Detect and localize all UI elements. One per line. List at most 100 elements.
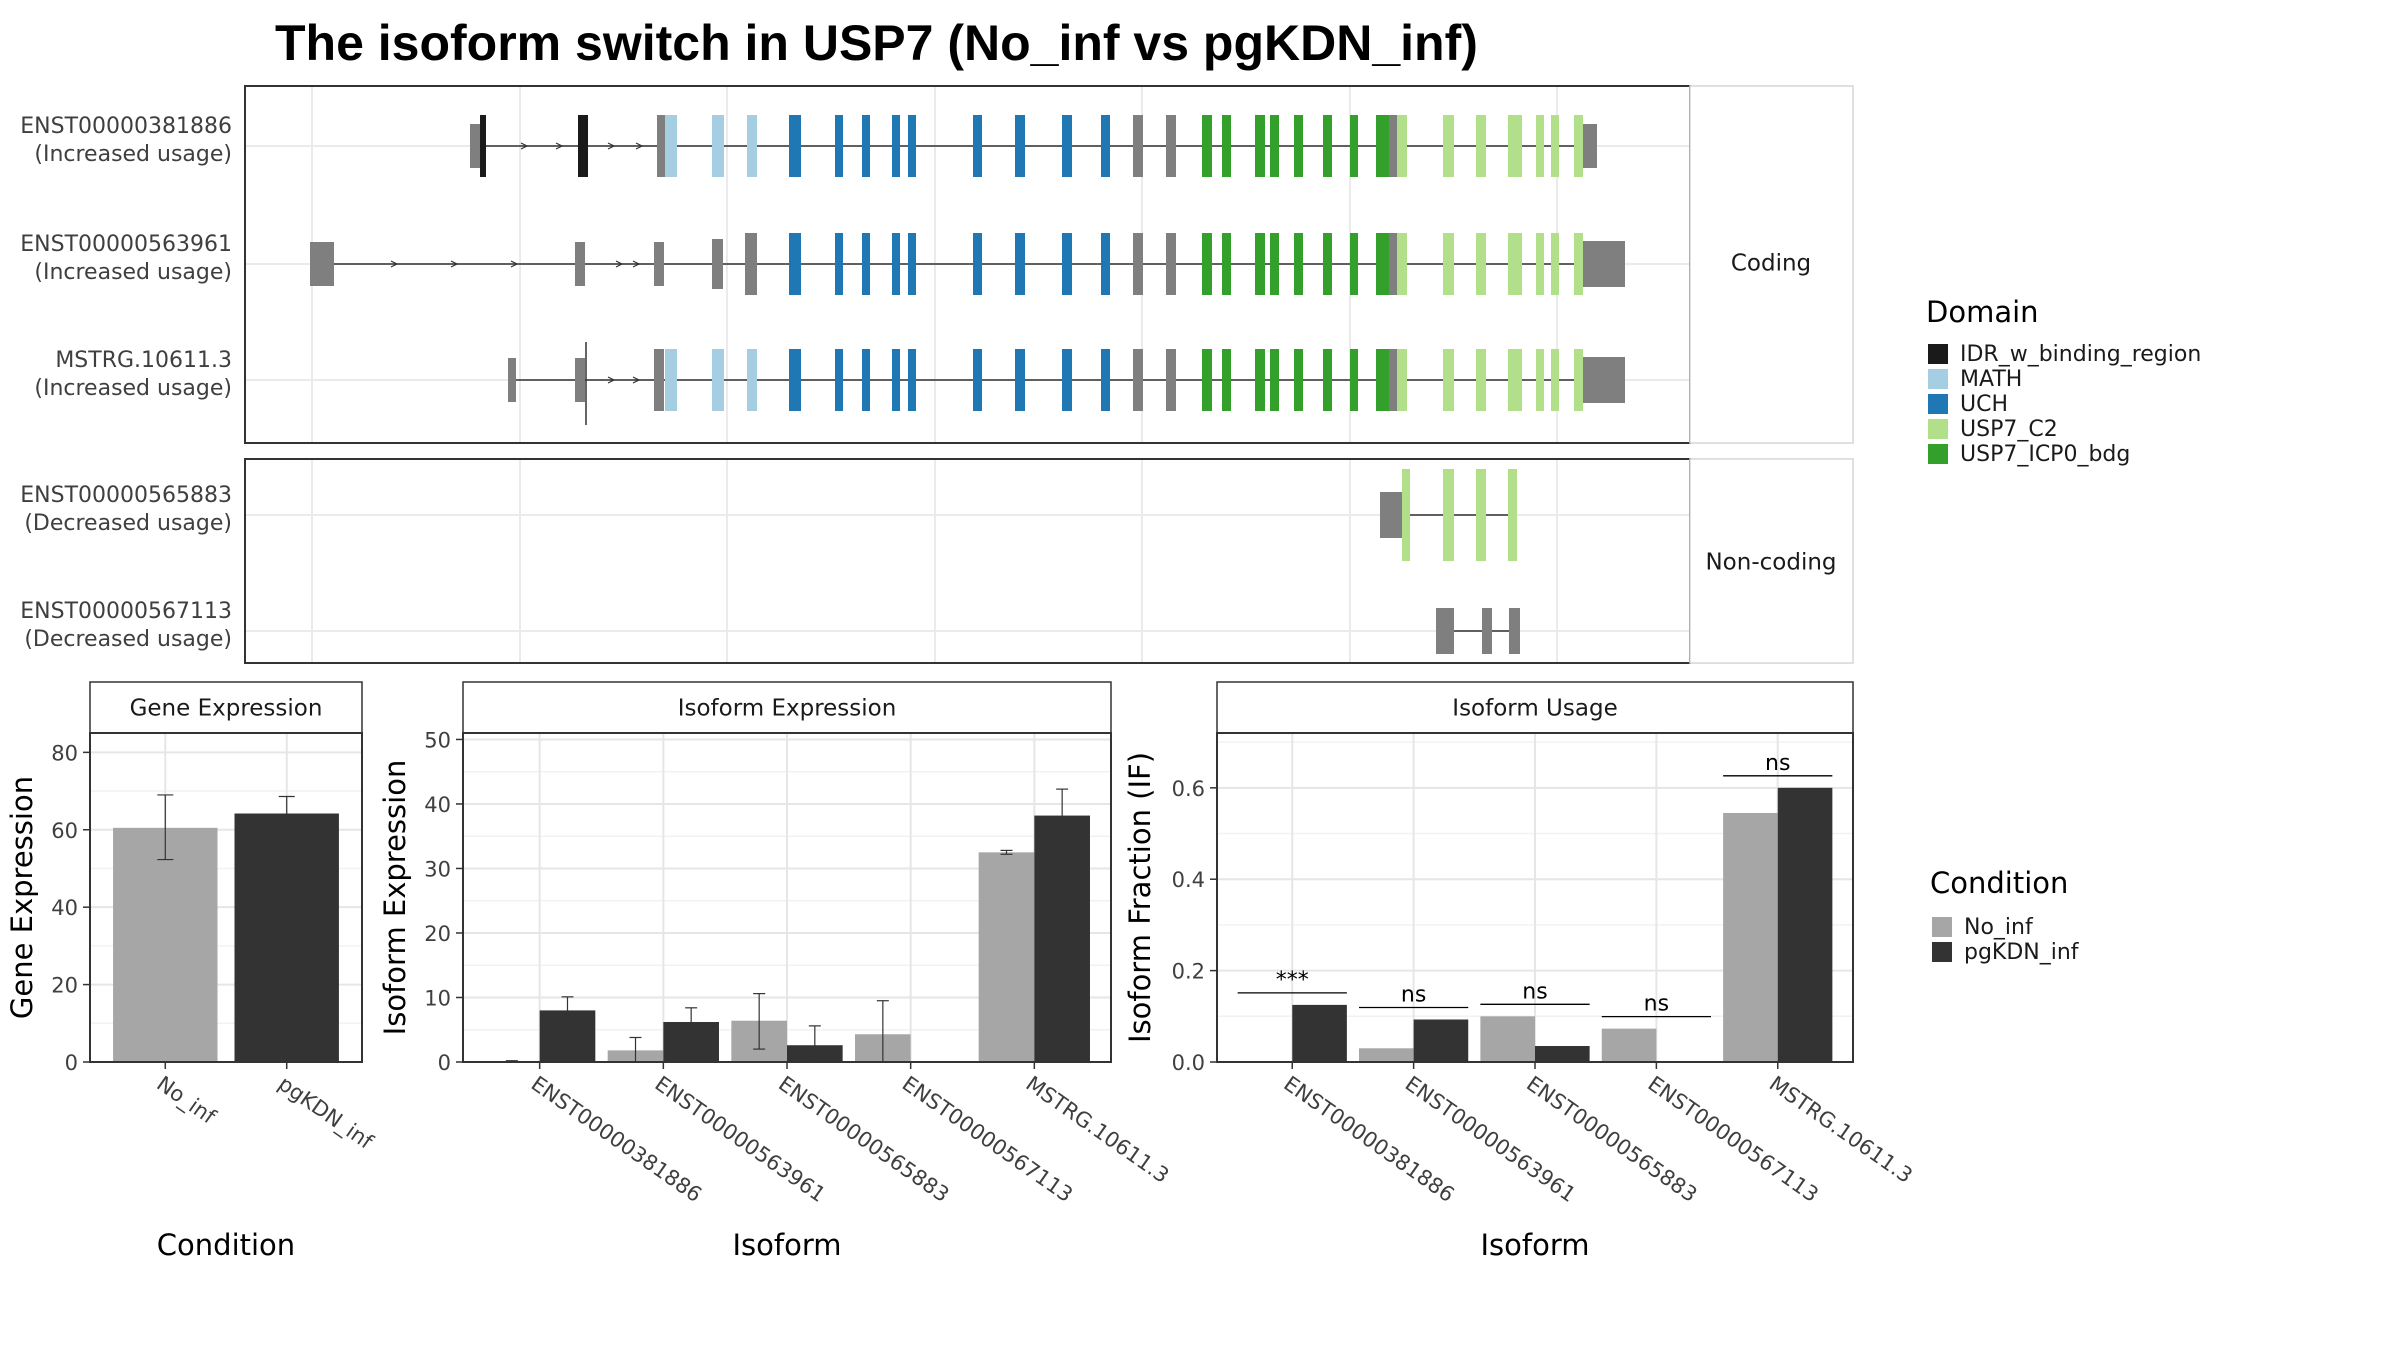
facet-label: Coding — [1731, 251, 1811, 277]
y-tick-label: 40 — [424, 793, 451, 817]
exon-block — [747, 115, 757, 177]
exon-block — [470, 124, 482, 168]
legend-label: No_inf — [1964, 915, 2034, 940]
exon-block — [1202, 233, 1212, 295]
facet-strip — [1689, 458, 1854, 664]
exon-block — [1551, 233, 1559, 295]
y-axis-label: Isoform Fraction (IF) — [1123, 752, 1157, 1043]
exon-block — [1476, 233, 1486, 295]
exon-block — [1509, 608, 1520, 654]
isoform-id-label: ENST00000563961 — [20, 232, 232, 257]
exon-block — [578, 115, 588, 177]
isoform-usage-label: (Decreased usage) — [24, 627, 232, 652]
y-tick-label: 0 — [65, 1051, 78, 1075]
exon-block — [1574, 233, 1583, 295]
exon-block — [1323, 233, 1332, 295]
y-tick-label: 20 — [424, 922, 451, 946]
exon-block — [575, 358, 585, 402]
isoform-row: ENST00000567113 (Decreased usage) — [20, 599, 1520, 654]
chart-title: Isoform Expression — [678, 696, 897, 722]
exon-block — [1508, 233, 1522, 295]
y-tick-label: 80 — [51, 741, 78, 765]
exon-block — [1166, 349, 1176, 411]
exon-block — [508, 358, 516, 402]
exon-block — [1350, 349, 1358, 411]
exon-block — [892, 349, 900, 411]
isoform-row: MSTRG.10611.3 (Increased usage) — [34, 342, 1625, 425]
chart-strip — [89, 681, 363, 734]
legend-label: MATH — [1960, 367, 2022, 392]
condition-legend-title: Condition — [1930, 866, 2068, 900]
exon-block — [1436, 608, 1454, 654]
significance-label: ns — [1765, 751, 1790, 776]
exon-block — [908, 115, 916, 177]
isoform-usage-label: (Decreased usage) — [24, 511, 232, 536]
isoform-id-label: ENST00000565883 — [20, 483, 232, 508]
exon-block — [1443, 469, 1454, 561]
domain-legend-title: Domain — [1926, 295, 2039, 329]
exon-block — [1133, 349, 1143, 411]
direction-arrow — [615, 260, 624, 268]
exon-block — [1270, 233, 1279, 295]
y-tick-label: 40 — [51, 896, 78, 920]
exon-block — [745, 233, 757, 295]
exon-block — [1389, 349, 1397, 411]
bar — [1359, 1048, 1414, 1062]
exon-block — [657, 115, 665, 177]
exon-block — [1397, 115, 1407, 177]
figure-title: The isoform switch in USP7 (No_inf vs pg… — [275, 15, 1478, 71]
exon-block — [665, 349, 677, 411]
isoform-usage-label: (Increased usage) — [34, 376, 232, 401]
exon-block — [1270, 349, 1279, 411]
legend-swatch — [1928, 344, 1948, 364]
exon-block — [480, 115, 486, 177]
exon-block — [1397, 349, 1407, 411]
x-tick-label: pgKDN_inf — [273, 1071, 377, 1155]
y-tick-label: 50 — [424, 728, 451, 752]
significance-label: ns — [1522, 979, 1547, 1004]
structure-panel: Non-coding ENST00000565883 (Decreased usag… — [20, 458, 1854, 664]
exon-block — [1101, 349, 1110, 411]
bar — [1601, 1028, 1657, 1062]
exon-block — [973, 233, 982, 295]
bar — [1723, 812, 1778, 1062]
exon-block — [789, 233, 801, 295]
exon-block — [1294, 349, 1303, 411]
exon-block — [789, 349, 801, 411]
isoform-row: ENST00000563961 (Increased usage) — [20, 232, 1625, 295]
exon-block — [1350, 233, 1358, 295]
y-tick-label: 0.4 — [1172, 868, 1205, 892]
x-tick-label: No_inf — [152, 1071, 221, 1129]
exon-block — [1389, 233, 1397, 295]
legend-swatch — [1928, 394, 1948, 414]
bar — [234, 813, 339, 1062]
exon-block — [747, 349, 757, 411]
bar — [1292, 1004, 1347, 1062]
exon-block — [1255, 233, 1265, 295]
exon-block — [908, 349, 916, 411]
facet-label: Non-coding — [1705, 550, 1836, 576]
exon-block — [654, 349, 664, 411]
exon-block — [1508, 349, 1522, 411]
exon-block — [1101, 233, 1110, 295]
bar — [1034, 815, 1090, 1062]
x-axis-label: Isoform — [732, 1228, 841, 1262]
direction-arrow — [450, 260, 459, 268]
exon-block — [1133, 233, 1143, 295]
exon-block — [1294, 115, 1303, 177]
exon-block — [1062, 233, 1072, 295]
exon-block — [1101, 115, 1110, 177]
exon-block — [1166, 233, 1176, 295]
exon-block — [712, 115, 724, 177]
exon-block — [1397, 233, 1407, 295]
exon-block — [973, 115, 982, 177]
exon-block — [789, 115, 801, 177]
exon-block — [892, 233, 900, 295]
bar — [1480, 1016, 1535, 1062]
y-axis-label: Gene Expression — [5, 776, 39, 1019]
isoform-id-label: MSTRG.10611.3 — [55, 348, 232, 373]
exon-block — [1222, 233, 1231, 295]
